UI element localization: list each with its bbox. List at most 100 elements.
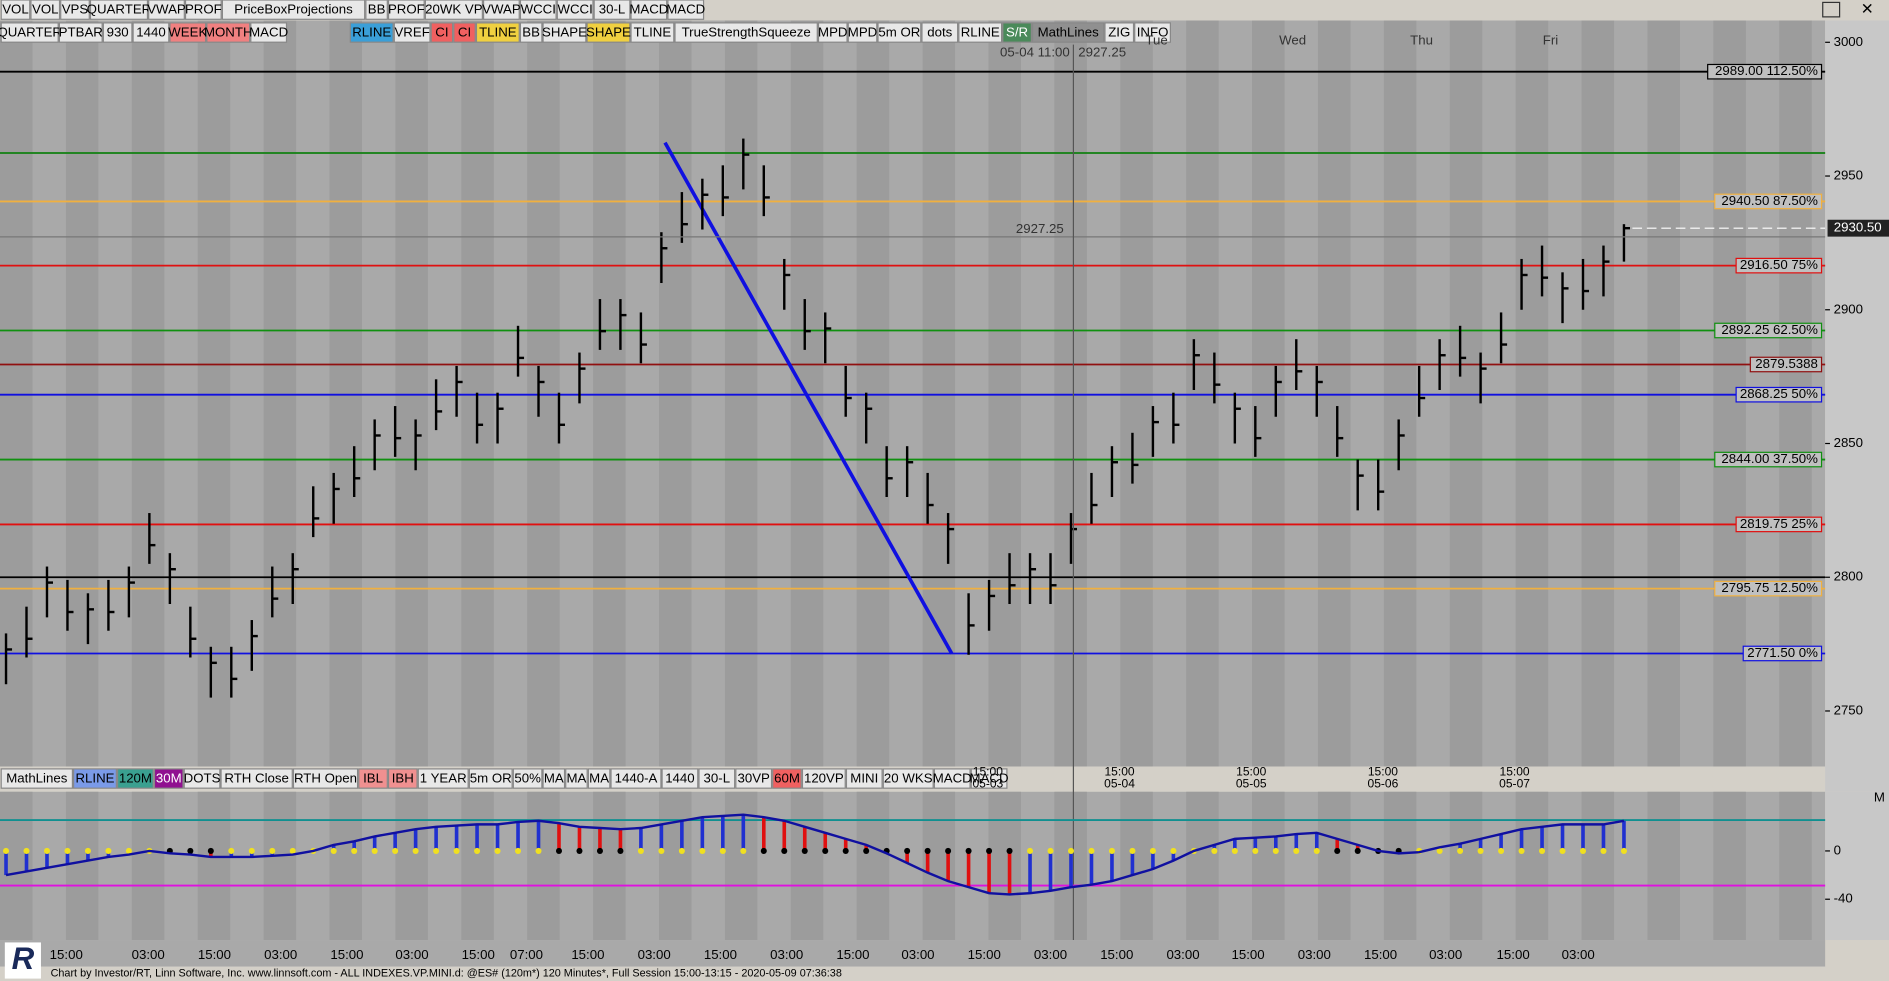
toolbar-label[interactable]: MACD	[666, 2, 705, 17]
toolbar-button[interactable]	[73, 768, 117, 789]
toolbar-button[interactable]	[817, 22, 848, 43]
toolbar-button[interactable]	[206, 22, 251, 43]
toolbar-button[interactable]	[958, 22, 1003, 43]
toolbar-label[interactable]: MONTH	[204, 25, 253, 40]
toolbar-label[interactable]: 1440	[136, 25, 165, 40]
toolbar-label[interactable]: VPS	[62, 2, 89, 17]
toolbar-button[interactable]	[102, 22, 133, 43]
toolbar-label[interactable]: TrueStrengthSqueeze	[682, 25, 811, 40]
toolbar-button[interactable]	[970, 768, 1008, 789]
toolbar-button[interactable]	[1134, 22, 1171, 43]
toolbar-button[interactable]	[0, 22, 59, 43]
toolbar-button[interactable]	[250, 22, 288, 43]
toolbar-label[interactable]: 60M	[774, 771, 800, 786]
toolbar-label[interactable]: ZIG	[1108, 25, 1130, 40]
toolbar-label[interactable]: RLINE	[75, 771, 114, 786]
toolbar-button[interactable]	[1104, 22, 1135, 43]
toolbar-button[interactable]	[169, 22, 207, 43]
toolbar-button[interactable]	[430, 22, 454, 43]
toolbar-button[interactable]	[387, 0, 425, 20]
toolbar-label[interactable]: 30VP	[737, 771, 770, 786]
toolbar-button[interactable]	[365, 0, 388, 20]
toolbar-button[interactable]	[772, 768, 802, 789]
toolbar-label[interactable]: TLINE	[634, 25, 672, 40]
toolbar-button[interactable]	[358, 768, 388, 789]
toolbar-label[interactable]: DOTS	[184, 771, 221, 786]
toolbar-button[interactable]	[183, 768, 221, 789]
toolbar-label[interactable]: WCCI	[521, 2, 556, 17]
toolbar-button[interactable]	[667, 0, 705, 20]
toolbar-label[interactable]: INFO	[1137, 25, 1169, 40]
toolbar-label[interactable]: QUARTER	[0, 25, 62, 40]
toolbar-label[interactable]: PROF	[388, 2, 425, 17]
toolbar-label[interactable]: 1 YEAR	[420, 771, 467, 786]
toolbar-button[interactable]	[220, 768, 293, 789]
toolbar-button[interactable]	[0, 0, 31, 20]
toolbar-button[interactable]	[349, 22, 394, 43]
toolbar-label[interactable]: 120M	[119, 771, 152, 786]
toolbar-label[interactable]: MACD	[249, 25, 288, 40]
toolbar-button[interactable]	[148, 0, 185, 20]
toolbar-button[interactable]	[519, 0, 557, 20]
toolbar-button[interactable]	[565, 768, 588, 789]
toolbar-button[interactable]	[512, 768, 543, 789]
toolbar-label[interactable]: VOL	[2, 2, 29, 17]
toolbar-label[interactable]: MPD	[818, 25, 847, 40]
toolbar-label[interactable]: IBL	[363, 771, 383, 786]
toolbar-label[interactable]: PROF	[185, 2, 222, 17]
toolbar-button[interactable]	[698, 768, 736, 789]
toolbar-button[interactable]	[661, 768, 699, 789]
toolbar-button[interactable]	[58, 22, 103, 43]
toolbar-label[interactable]: 5m OR	[878, 25, 920, 40]
toolbar-button[interactable]	[221, 0, 366, 20]
toolbar-label[interactable]: 1440	[665, 771, 694, 786]
toolbar-button[interactable]	[0, 768, 74, 789]
toolbar-button[interactable]	[630, 22, 675, 43]
toolbar-label[interactable]: 930	[107, 25, 129, 40]
toolbar-button[interactable]	[132, 22, 170, 43]
close-button[interactable]: ✕	[1861, 1, 1874, 18]
toolbar-label[interactable]: QUARTER	[87, 2, 152, 17]
toolbar-button[interactable]	[735, 768, 773, 789]
toolbar-label[interactable]: 20 WKS	[884, 771, 933, 786]
toolbar-button[interactable]	[933, 768, 971, 789]
toolbar-button[interactable]	[292, 768, 359, 789]
toolbar-label[interactable]: MACD	[629, 2, 668, 17]
toolbar-label[interactable]: WEEK	[168, 25, 207, 40]
toolbar-button[interactable]	[417, 768, 469, 789]
toolbar-button[interactable]	[801, 768, 846, 789]
toolbar-label[interactable]: IBH	[392, 771, 414, 786]
toolbar-button[interactable]	[393, 22, 431, 43]
toolbar-button[interactable]	[542, 768, 566, 789]
toolbar-label[interactable]: 30M	[156, 771, 182, 786]
toolbar-label[interactable]: MA	[589, 771, 609, 786]
toolbar-label[interactable]: BB	[522, 25, 540, 40]
toolbar-button[interactable]	[482, 0, 520, 20]
toolbar-button[interactable]	[453, 22, 476, 43]
toolbar-button[interactable]	[1002, 22, 1032, 43]
toolbar-button[interactable]	[519, 22, 543, 43]
toolbar-label[interactable]: 120VP	[804, 771, 844, 786]
toolbar-label[interactable]: MathLines	[1038, 25, 1099, 40]
toolbar-button[interactable]	[587, 768, 611, 789]
toolbar-label[interactable]: MACD	[933, 771, 972, 786]
toolbar-button[interactable]	[610, 768, 662, 789]
toolbar-label[interactable]: VREF	[394, 25, 429, 40]
toolbar-label[interactable]: VWAP	[482, 2, 521, 17]
restore-button[interactable]	[1822, 1, 1841, 18]
toolbar-label[interactable]: SHAPE	[542, 25, 587, 40]
toolbar-label[interactable]: PTBAR	[59, 25, 103, 40]
toolbar-label[interactable]: 20WK VP	[425, 2, 483, 17]
toolbar-label[interactable]: VWAP	[147, 2, 186, 17]
toolbar-button[interactable]	[475, 22, 520, 43]
toolbar-label[interactable]: RTH Close	[224, 771, 289, 786]
toolbar-label[interactable]: RLINE	[961, 25, 1000, 40]
toolbar-button[interactable]	[60, 0, 90, 20]
toolbar-button[interactable]	[845, 768, 883, 789]
toolbar-label[interactable]: WCCI	[557, 2, 592, 17]
toolbar-button[interactable]	[877, 22, 922, 43]
toolbar-button[interactable]	[89, 0, 149, 20]
toolbar-label[interactable]: BB	[368, 2, 386, 17]
toolbar-button[interactable]	[424, 0, 483, 20]
toolbar-label[interactable]: VOL	[32, 2, 59, 17]
